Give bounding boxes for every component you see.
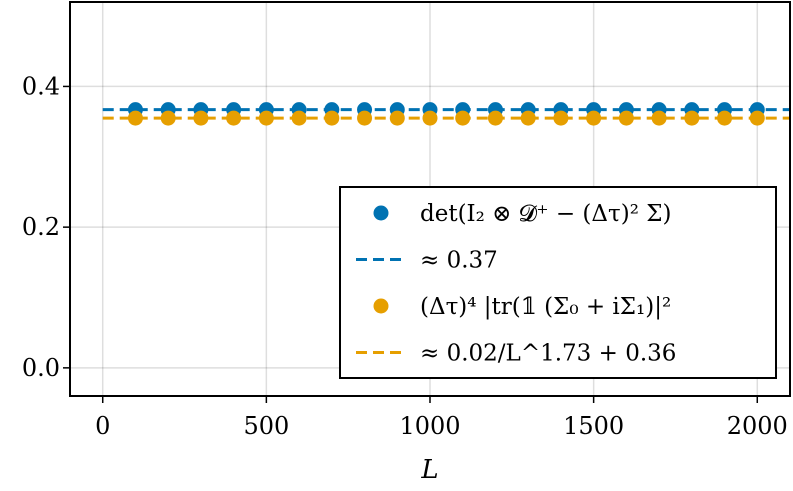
data-point-series-2 bbox=[553, 110, 569, 126]
legend-point-marker bbox=[373, 298, 389, 314]
data-point-series-2 bbox=[487, 110, 503, 126]
legend-label: (Δτ)⁴ |tr(𝟙 (Σ₀ + iΣ₁)|² bbox=[420, 294, 671, 320]
series-points bbox=[127, 102, 765, 126]
data-point-series-2 bbox=[684, 110, 700, 126]
x-tick-label: 2000 bbox=[727, 412, 788, 440]
data-point-series-2 bbox=[127, 110, 143, 126]
data-point-series-2 bbox=[226, 110, 242, 126]
x-tick-label: 0 bbox=[95, 412, 110, 440]
data-point-series-2 bbox=[749, 110, 765, 126]
x-tick-label: 1500 bbox=[563, 412, 624, 440]
x-axis-title: L bbox=[420, 455, 438, 485]
data-point-series-2 bbox=[324, 110, 340, 126]
data-point-series-2 bbox=[618, 110, 634, 126]
data-point-series-2 bbox=[160, 110, 176, 126]
legend-box bbox=[339, 186, 777, 379]
y-tick-label: 0.4 bbox=[22, 72, 60, 100]
ticks bbox=[63, 85, 759, 403]
data-point-series-2 bbox=[651, 110, 667, 126]
y-tick-label: 0.0 bbox=[22, 354, 60, 382]
legend-point-marker bbox=[373, 205, 389, 221]
x-tick-label: 1000 bbox=[399, 412, 460, 440]
data-point-series-2 bbox=[258, 110, 274, 126]
legend-label: ≈ 0.37 bbox=[420, 248, 498, 274]
data-point-series-2 bbox=[422, 110, 438, 126]
legend-label: det(I₂ ⊗ 𝓓⁺ − (Δτ)² Σ) bbox=[420, 201, 671, 227]
legend-label: ≈ 0.02/L^1.73 + 0.36 bbox=[420, 341, 676, 367]
data-point-series-2 bbox=[717, 110, 733, 126]
series-lines bbox=[102, 108, 790, 120]
data-point-series-2 bbox=[357, 110, 373, 126]
tick-labels: 0 500 1000 1500 2000 0.0 0.2 0.4 bbox=[22, 72, 788, 440]
legend: det(I₂ ⊗ 𝓓⁺ − (Δτ)² Σ) ≈ 0.37 (Δτ)⁴ |tr(𝟙 … bbox=[339, 186, 777, 379]
data-point-series-2 bbox=[193, 110, 209, 126]
data-point-series-2 bbox=[586, 110, 602, 126]
data-point-series-2 bbox=[389, 110, 405, 126]
data-point-series-2 bbox=[520, 110, 536, 126]
data-point-series-2 bbox=[291, 110, 307, 126]
y-tick-label: 0.2 bbox=[22, 213, 60, 241]
data-point-series-2 bbox=[455, 110, 471, 126]
x-tick-label: 500 bbox=[243, 412, 289, 440]
